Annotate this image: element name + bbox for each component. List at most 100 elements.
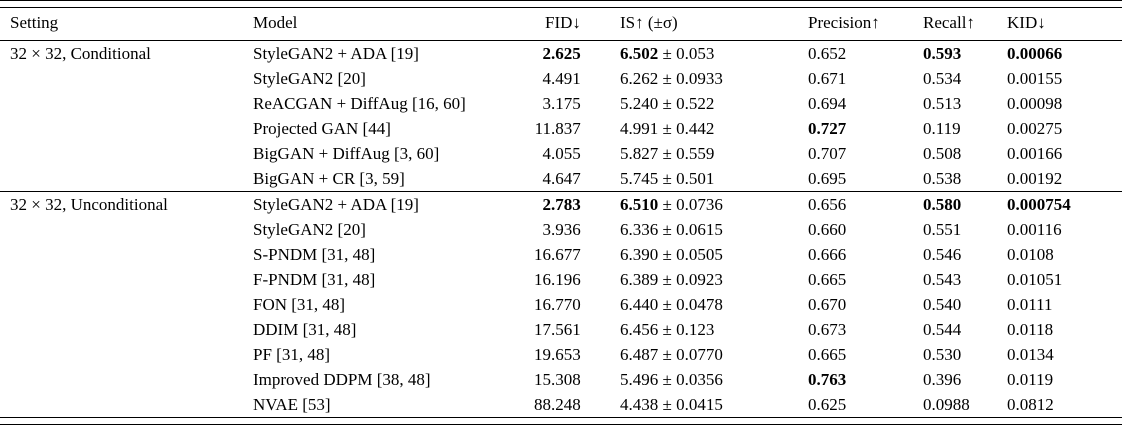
fid-cell: 15.308 [503,367,610,392]
precision-cell: 0.652 [808,43,847,63]
fid-integer-part: 4 [542,168,552,188]
kid-cell: 0.0108 [1007,244,1054,264]
is-cell: 6.336 ± 0.0615 [620,219,723,239]
model-cell: Improved DDPM [38, 48] [253,369,431,389]
kid-cell: 0.0118 [1007,319,1054,339]
fid-integer-part: 19 [534,344,551,364]
recall-cell: 0.534 [923,68,962,88]
fid-integer-part: 16 [534,244,551,264]
recall-cell: 0.543 [923,269,962,289]
is-cell: 5.240 ± 0.522 [620,93,715,113]
recall-cell: 0.551 [923,219,962,239]
recall-cell: 0.593 [923,43,962,63]
col-header-recall: Recall↑ [923,13,975,32]
is-cell: 5.745 ± 0.501 [620,168,715,188]
model-cell: Projected GAN [44] [253,118,391,138]
setting-cell [0,217,243,242]
kid-cell: 0.00166 [1007,143,1063,163]
kid-cell: 0.01051 [1007,269,1063,289]
setting-cell [0,392,243,417]
table-row: S-PNDM [31, 48] 16.677 6.390 ± 0.0505 0.666… [0,242,1122,267]
fid-integer-part: 4 [542,68,552,88]
is-cell: 6.456 ± 0.123 [620,319,715,339]
setting-cell [0,267,243,292]
table-row: BigGAN + CR [3, 59] 4.647 5.745 ± 0.501 0.6… [0,166,1122,192]
recall-cell: 0.0988 [923,394,970,414]
model-cell: S-PNDM [31, 48] [253,244,376,264]
setting-cell [0,166,243,192]
model-cell: FON [31, 48] [253,294,346,314]
setting-cell [0,317,243,342]
results-table: Setting Model FID↓ IS↑ (±σ) Precision↑ R… [0,8,1122,417]
precision-cell: 0.673 [808,319,847,339]
model-cell: StyleGAN2 [20] [253,219,366,239]
fid-cell: 4.055 [503,141,610,166]
precision-cell: 0.670 [808,294,847,314]
fid-integer-part: 17 [534,319,551,339]
precision-cell: 0.666 [808,244,847,264]
kid-cell: 0.00116 [1007,219,1062,239]
fid-cell: 16.770 [503,292,610,317]
fid-cell: 2.783 [503,192,610,218]
model-cell: NVAE [53] [253,394,331,414]
recall-cell: 0.119 [923,118,961,138]
precision-cell: 0.665 [808,269,847,289]
fid-cell: 11.837 [503,116,610,141]
col-header-kid: KID↓ [1007,13,1046,32]
fid-cell: 2.625 [503,41,610,67]
fid-integer-part: 3 [542,219,552,239]
col-header-setting: Setting [10,13,59,32]
table-row: FON [31, 48] 16.770 6.440 ± 0.0478 0.670 0.5… [0,292,1122,317]
setting-cell [0,116,243,141]
fid-cell: 19.653 [503,342,610,367]
fid-integer-part: 16 [534,269,551,289]
setting-cell [0,342,243,367]
table-row: F-PNDM [31, 48] 16.196 6.389 ± 0.0923 0.665… [0,267,1122,292]
precision-cell: 0.694 [808,93,847,113]
recall-cell: 0.544 [923,319,962,339]
model-cell: StyleGAN2 [20] [253,68,366,88]
precision-cell: 0.727 [808,118,847,138]
model-cell: StyleGAN2 + ADA [19] [253,194,419,214]
is-cell: 5.496 ± 0.0356 [620,369,723,389]
recall-cell: 0.530 [923,344,962,364]
recall-cell: 0.396 [923,369,962,389]
col-header-precision: Precision↑ [808,13,880,32]
kid-cell: 0.00155 [1007,68,1063,88]
is-cell: 5.827 ± 0.559 [620,143,715,163]
header-row: Setting Model FID↓ IS↑ (±σ) Precision↑ R… [0,8,1122,41]
table-row: ReACGAN + DiffAug [16, 60] 3.175 5.240 ± 0… [0,91,1122,116]
model-cell: BigGAN + CR [3, 59] [253,168,405,188]
fid-integer-part: 3 [542,93,552,113]
recall-cell: 0.580 [923,194,962,214]
is-cell: 6.502 ± 0.053 [620,43,715,63]
table-row: StyleGAN2 [20] 4.491 6.262 ± 0.0933 0.671 0.… [0,66,1122,91]
is-cell: 6.510 ± 0.0736 [620,194,723,214]
recall-cell: 0.538 [923,168,962,188]
is-cell: 4.991 ± 0.442 [620,118,715,138]
setting-cell [0,141,243,166]
fid-integer-part: 15 [534,369,551,389]
section-1: 32 × 32, Unconditional StyleGAN2 + ADA [1… [0,191,1122,418]
table-row: PF [31, 48] 19.653 6.487 ± 0.0770 0.665 0.53… [0,342,1122,367]
kid-cell: 0.0134 [1007,344,1054,364]
col-header-is: IS↑ (±σ) [620,13,678,32]
fid-integer-part: 88 [534,394,551,414]
table-row: BigGAN + DiffAug [3, 60] 4.055 5.827 ± 0.5… [0,141,1122,166]
precision-cell: 0.660 [808,219,847,239]
precision-cell: 0.707 [808,143,847,163]
is-cell: 6.390 ± 0.0505 [620,244,723,264]
fid-cell: 16.196 [503,267,610,292]
kid-cell: 0.00192 [1007,168,1063,188]
section-0: 32 × 32, Conditional StyleGAN2 + ADA [19]… [0,41,1122,192]
table-row: StyleGAN2 [20] 3.936 6.336 ± 0.0615 0.660 0.… [0,217,1122,242]
fid-cell: 17.561 [503,317,610,342]
is-cell: 6.262 ± 0.0933 [620,68,723,88]
is-cell: 4.438 ± 0.0415 [620,394,723,414]
model-cell: PF [31, 48] [253,344,330,364]
model-cell: StyleGAN2 + ADA [19] [253,43,419,63]
kid-cell: 0.00098 [1007,93,1063,113]
setting-cell: 32 × 32, Conditional [10,43,151,63]
fid-integer-part: 2 [542,194,552,214]
setting-cell [0,66,243,91]
